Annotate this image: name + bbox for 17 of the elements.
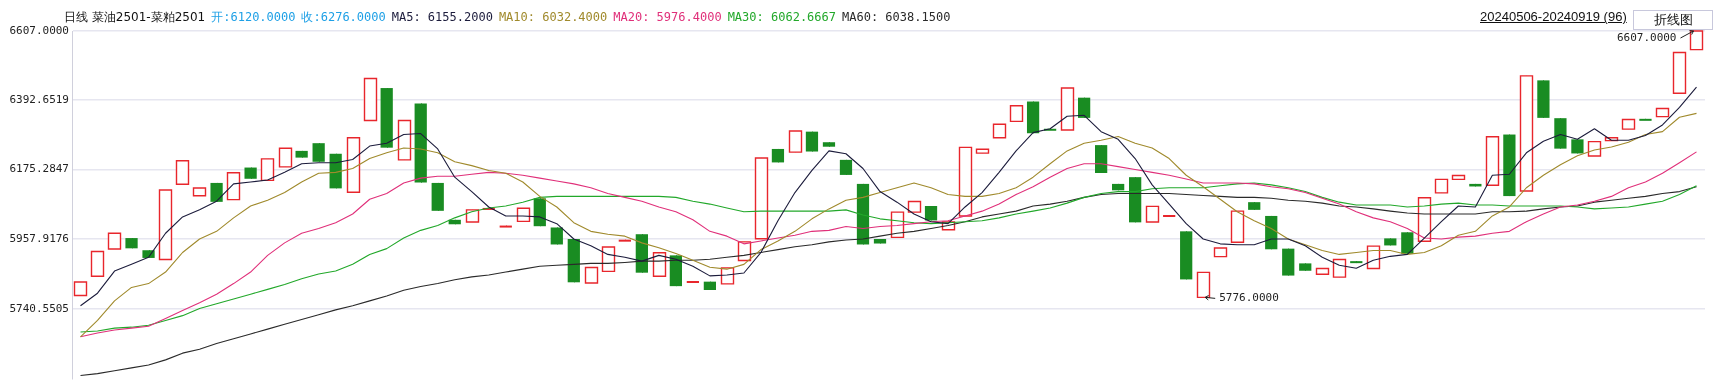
annotation: 5776.0000 [1219, 291, 1279, 305]
text: MA10: 6032.4000 [498, 10, 608, 24]
chart-title: 日线 菜油2501-菜粕2501 [64, 10, 206, 24]
y-tick-label: 6175.2847 [9, 162, 69, 176]
text: MA20: 5976.4000 [613, 10, 722, 24]
text: 收:6276.0000 [301, 10, 386, 24]
text: MA5: 6155.2000 [391, 10, 493, 24]
text: 开:6120.0000 [211, 10, 296, 24]
text: 折线图 [1633, 10, 1713, 30]
y-tick-label: 6607.0000 [9, 23, 69, 37]
text: MA60: 6038.1500 [842, 10, 951, 24]
chart-subtitle: 20240506-20240919 (96) [1480, 9, 1627, 24]
annotation: 6607.0000 [1616, 30, 1677, 44]
y-tick-label: 5740.5505 [9, 301, 69, 315]
y-tick-label: 6392.6519 [9, 92, 69, 106]
text: MA30: 6062.6667 [727, 10, 837, 24]
y-tick-label: 5957.9176 [9, 231, 69, 245]
